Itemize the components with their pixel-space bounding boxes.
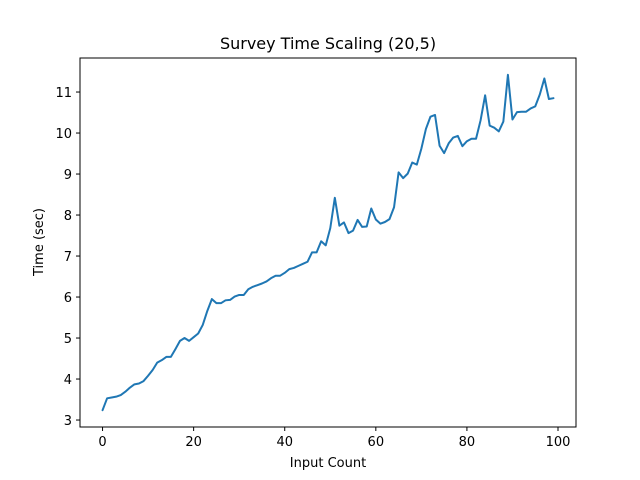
x-tick-label: 60 <box>368 435 385 450</box>
axes-frame <box>79 57 577 428</box>
y-tick-label: 9 <box>64 168 72 183</box>
plot-area <box>101 73 555 412</box>
y-tick-label: 11 <box>55 86 72 101</box>
x-axis: 0 20 40 60 80 100 <box>98 427 570 450</box>
y-axis-label: Time (sec) <box>32 208 47 277</box>
chart-title: Survey Time Scaling (20,5) <box>220 34 436 53</box>
y-tick-label: 5 <box>64 332 72 347</box>
y-tick-label: 10 <box>55 127 72 142</box>
y-tick-label: 7 <box>64 250 72 265</box>
y-tick-label: 6 <box>64 291 72 306</box>
y-tick-label: 8 <box>64 209 72 224</box>
series-line <box>101 73 555 412</box>
y-tick-label: 3 <box>64 414 72 429</box>
x-tick-label: 20 <box>185 435 202 450</box>
x-tick-label: 40 <box>276 435 293 450</box>
y-tick-label: 4 <box>64 373 72 388</box>
x-axis-label: Input Count <box>290 456 366 471</box>
y-axis: 3 4 5 6 7 8 9 10 11 <box>55 86 80 429</box>
x-tick-label: 0 <box>98 435 106 450</box>
x-tick-label: 100 <box>546 435 571 450</box>
x-tick-label: 80 <box>459 435 476 450</box>
